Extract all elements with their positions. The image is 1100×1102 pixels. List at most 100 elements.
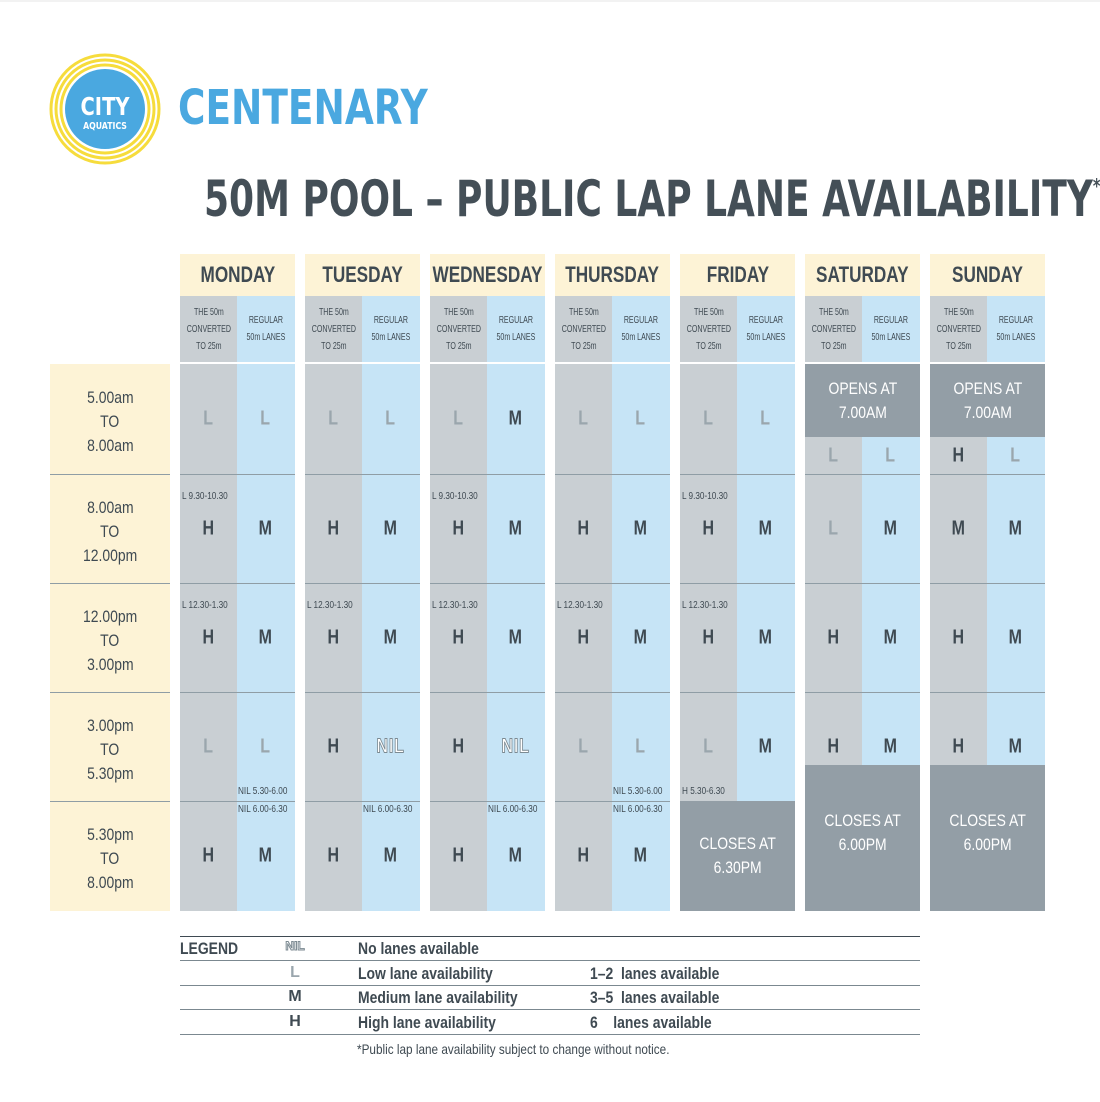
time-text: 5.00am: [86, 388, 134, 407]
converted-header-line: CONVERTED: [936, 322, 981, 335]
note-text: L 12.30-1.30: [682, 600, 728, 611]
time-text: 12.00pm: [82, 607, 138, 626]
availability-cell: H: [430, 735, 487, 758]
availability-cell: H: [305, 517, 362, 540]
converted-header-text: THE 50m CONVERTED TO 25m: [432, 304, 486, 355]
converted-header-line: THE 50m: [443, 305, 474, 318]
top-divider: [0, 0, 1100, 2]
availability-cell: L: [237, 407, 294, 430]
time-line: 8.00am: [50, 434, 170, 458]
day-column-wednesday: WEDNESDAY THE 50m CONVERTED TO 25m REGULAR 50…: [430, 254, 545, 911]
time-exception-note: NIL 5.30-6.00: [238, 786, 298, 797]
day-header: SATURDAY: [805, 254, 920, 296]
time-line: TO: [50, 629, 170, 653]
converted-25m-header: THE 50m CONVERTED TO 25m: [180, 296, 237, 362]
availability-cell: H: [555, 844, 612, 867]
legend-symbol: M: [288, 988, 302, 1005]
day-column-friday: FRIDAY THE 50m CONVERTED TO 25m REGULAR 50m L…: [680, 254, 795, 911]
day-header: SUNDAY: [930, 254, 1045, 296]
availability-value: L: [203, 735, 214, 758]
slot-divider: [180, 474, 295, 475]
slot-divider: [805, 692, 920, 693]
time-text: 5.30pm: [86, 825, 134, 844]
slot-divider: [555, 801, 670, 802]
time-text: 3.00pm: [86, 655, 134, 674]
legend-lane-count-text: 6 lanes available: [590, 1012, 712, 1032]
availability-cell: L: [237, 735, 294, 758]
lane-type-header: THE 50m CONVERTED TO 25m REGULAR 50m LANES: [555, 296, 670, 362]
availability-cell: H: [430, 844, 487, 867]
availability-cell: L: [612, 735, 669, 758]
regular-header-line: REGULAR: [498, 314, 534, 326]
converted-25m-header: THE 50m CONVERTED TO 25m: [430, 296, 487, 362]
availability-value: M: [258, 517, 273, 540]
regular-header-line: REGULAR: [248, 314, 284, 326]
legend-lane-count: 3–5 lanes available: [590, 988, 748, 1008]
availability-value: M: [508, 626, 523, 649]
converted-25m-header: THE 50m CONVERTED TO 25m: [930, 296, 987, 362]
time-slot-column: 5.00am TO 8.00am 8.00am TO 12.00pm 12.00pm TO 3.…: [50, 364, 170, 911]
regular-header-line: 50m LANES: [746, 331, 786, 343]
time-slot-label: 5.00am TO 8.00am: [50, 386, 170, 458]
slot-divider: [555, 583, 670, 584]
converted-header-line: THE 50m: [193, 305, 224, 318]
availability-cell: H: [305, 626, 362, 649]
availability-cell: L: [430, 407, 487, 430]
availability-value: H: [202, 844, 215, 867]
day-header: MONDAY: [180, 254, 295, 296]
day-body: L L H M H M L M L 9.30-10.30 L 12.30-1.30 H 5.30-6…: [680, 364, 795, 911]
slot-divider: [305, 583, 420, 584]
converted-lanes-column: [180, 364, 237, 911]
time-exception-note: NIL 6.00-6.30: [613, 804, 673, 815]
time-text: 8.00am: [86, 498, 134, 517]
day-header: TUESDAY: [305, 254, 420, 296]
availability-cell: H: [805, 735, 862, 758]
legend-title: LEGEND: [180, 939, 251, 959]
availability-value: L: [453, 407, 464, 430]
time-text: TO: [100, 740, 120, 759]
availability-value: L: [203, 407, 214, 430]
closes-at-banner: CLOSES AT 6.00PM: [930, 765, 1045, 911]
availability-cell: H: [305, 735, 362, 758]
availability-cell: L: [737, 407, 794, 430]
time-slot-label: 12.00pm TO 3.00pm: [50, 605, 170, 677]
regular-header-line: REGULAR: [373, 314, 409, 326]
regular-header-line: 50m LANES: [496, 331, 536, 343]
city-aquatics-logo: CITY AQUATICS: [49, 53, 161, 165]
availability-cell: M: [362, 844, 419, 867]
lane-type-header: THE 50m CONVERTED TO 25m REGULAR 50m LANES: [305, 296, 420, 362]
day-name: TUESDAY: [322, 262, 403, 287]
availability-value: L: [760, 407, 771, 430]
time-line: 12.00pm: [50, 605, 170, 629]
availability-cell: M: [362, 517, 419, 540]
closes-at-banner: CLOSES AT 6.30PM: [680, 801, 795, 911]
availability-value: M: [258, 844, 273, 867]
availability-cell: H: [555, 626, 612, 649]
availability-cell: L: [987, 445, 1044, 468]
day-header: THURSDAY: [555, 254, 670, 296]
note-text: L 12.30-1.30: [307, 600, 353, 611]
availability-value: M: [258, 626, 273, 649]
availability-value: L: [885, 444, 896, 467]
page-title-text: 50M POOL – PUBLIC LAP LANE AVAILABILITY: [204, 170, 1093, 228]
legend-row: NIL No lanes available: [180, 936, 920, 961]
availability-value: M: [951, 517, 966, 540]
day-column-tuesday: TUESDAY THE 50m CONVERTED TO 25m REGULAR 50m …: [305, 254, 420, 911]
availability-value: H: [952, 735, 965, 758]
availability-value: L: [328, 407, 339, 430]
availability-cell: M: [487, 844, 544, 867]
time-line: TO: [50, 847, 170, 871]
converted-header-text: THE 50m CONVERTED TO 25m: [557, 304, 611, 355]
availability-cell: H: [180, 844, 237, 867]
availability-value: L: [578, 407, 589, 430]
time-line: 8.00am: [50, 496, 170, 520]
availability-value: L: [578, 735, 589, 758]
availability-cell: M: [862, 517, 919, 540]
availability-value: H: [327, 626, 340, 649]
slot-divider: [930, 583, 1045, 584]
time-exception-note: L 12.30-1.30: [182, 600, 238, 611]
availability-value: H: [577, 844, 590, 867]
converted-25m-header: THE 50m CONVERTED TO 25m: [305, 296, 362, 362]
converted-header-line: THE 50m: [943, 305, 974, 318]
regular-header-text: REGULAR 50m LANES: [242, 312, 289, 346]
